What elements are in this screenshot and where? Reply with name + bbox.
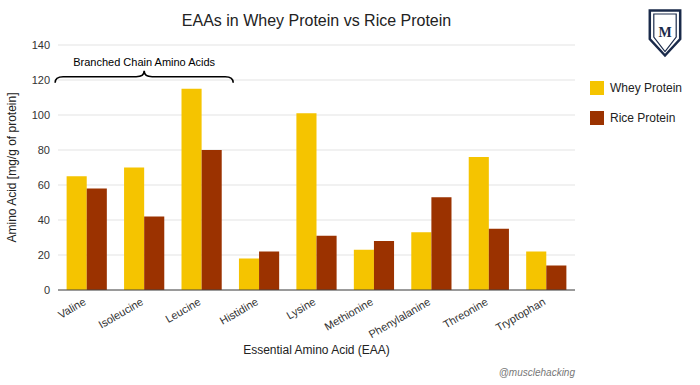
x-tick-label: Tryptophan bbox=[493, 295, 547, 333]
x-axis-label: Essential Amino Acid (EAA) bbox=[243, 343, 390, 357]
legend-swatch bbox=[590, 81, 604, 95]
bar bbox=[259, 252, 279, 291]
bar bbox=[354, 250, 374, 290]
bar bbox=[431, 197, 451, 290]
bar bbox=[546, 266, 566, 291]
logo-inner bbox=[654, 14, 676, 52]
bar bbox=[489, 229, 509, 290]
legend-label: Rice Protein bbox=[610, 111, 675, 125]
bar bbox=[469, 157, 489, 290]
bar bbox=[239, 259, 259, 291]
y-tick-label: 40 bbox=[38, 214, 50, 226]
bar bbox=[67, 176, 87, 290]
watermark: @musclehacking bbox=[499, 367, 576, 378]
chart: 0 20 40 60 80 100 120 140 Valine Isoleucine Leucin… bbox=[0, 0, 700, 385]
bar bbox=[124, 168, 144, 291]
y-tick-label: 80 bbox=[38, 144, 50, 156]
logo-text: M bbox=[658, 25, 671, 40]
y-tick-label: 140 bbox=[32, 39, 50, 51]
bar bbox=[87, 189, 107, 291]
x-axis-line bbox=[58, 290, 575, 291]
bar bbox=[296, 113, 316, 290]
annotation: Branched Chain Amino Acids bbox=[73, 56, 215, 68]
x-tick-label: Threonine bbox=[441, 295, 490, 330]
bar bbox=[317, 236, 337, 290]
brace bbox=[55, 71, 233, 83]
logo-outer bbox=[650, 11, 680, 56]
x-tick-label: Isoleucine bbox=[96, 295, 145, 330]
legend-label: Whey Protein bbox=[610, 81, 682, 95]
y-tick-label: 100 bbox=[32, 109, 50, 121]
bar bbox=[144, 217, 164, 291]
y-tick-label: 60 bbox=[38, 179, 50, 191]
grid-line bbox=[58, 290, 575, 291]
grid-line bbox=[58, 45, 575, 46]
x-tick-label: Leucine bbox=[163, 295, 202, 325]
legend-swatch bbox=[590, 111, 604, 125]
x-tick-label: Methionine bbox=[322, 295, 375, 332]
y-axis-label: Amino Acid [mg/g of protein] bbox=[5, 92, 19, 242]
bar bbox=[411, 232, 431, 290]
title: EAAs in Whey Protein vs Rice Protein bbox=[182, 12, 451, 29]
bar bbox=[374, 241, 394, 290]
bar bbox=[526, 252, 546, 291]
x-tick-label: Histidine bbox=[218, 295, 261, 326]
bar bbox=[202, 150, 222, 290]
bars bbox=[67, 89, 567, 290]
y-tick-label: 120 bbox=[32, 74, 50, 86]
x-tick-label: Phenylalanine bbox=[367, 295, 433, 340]
bar bbox=[182, 89, 202, 290]
x-tick-label: Lysine bbox=[284, 295, 317, 321]
grid-line bbox=[58, 80, 575, 81]
x-tick-label: Valine bbox=[56, 295, 88, 320]
y-tick-label: 0 bbox=[44, 284, 50, 296]
y-tick-label: 20 bbox=[38, 249, 50, 261]
